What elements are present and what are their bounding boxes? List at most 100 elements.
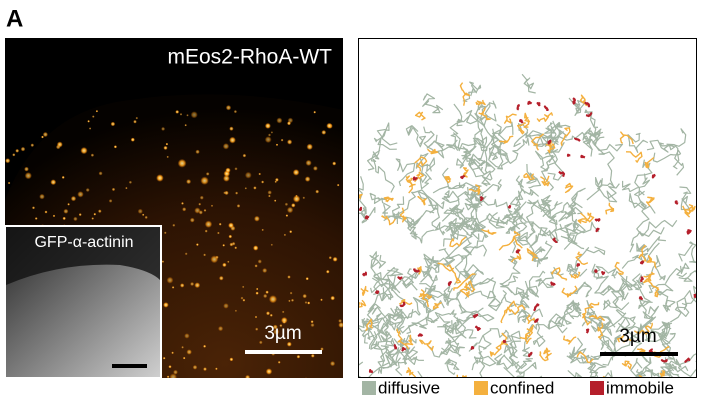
spot bbox=[138, 209, 143, 214]
spot bbox=[234, 110, 237, 113]
spot bbox=[255, 328, 258, 331]
spot bbox=[288, 300, 290, 302]
spot bbox=[163, 302, 169, 308]
trajectory bbox=[596, 219, 600, 221]
trajectory bbox=[581, 156, 585, 158]
spot bbox=[142, 214, 144, 216]
trajectory bbox=[587, 329, 589, 333]
spot bbox=[333, 257, 338, 262]
spot bbox=[185, 252, 188, 255]
spot bbox=[195, 150, 199, 154]
spot bbox=[258, 173, 261, 176]
spot bbox=[193, 365, 198, 370]
spot bbox=[98, 209, 102, 213]
spot bbox=[275, 181, 277, 183]
spot bbox=[320, 299, 323, 302]
spot bbox=[268, 134, 271, 137]
trajectory bbox=[395, 345, 396, 349]
spot bbox=[223, 143, 229, 149]
trajectory bbox=[376, 291, 379, 294]
spot bbox=[259, 341, 263, 345]
spot bbox=[168, 365, 171, 368]
spot bbox=[136, 117, 139, 120]
spot bbox=[276, 118, 282, 124]
spot bbox=[199, 210, 203, 214]
spot bbox=[230, 358, 234, 362]
right-image: 3µm bbox=[335, 39, 701, 405]
spot bbox=[39, 194, 45, 200]
spot bbox=[217, 232, 220, 235]
spot bbox=[235, 192, 238, 195]
spot bbox=[338, 322, 344, 328]
trajectory bbox=[595, 270, 597, 273]
spot bbox=[206, 172, 210, 176]
spot bbox=[255, 264, 258, 267]
spot bbox=[245, 375, 250, 380]
spot bbox=[185, 124, 187, 126]
trajectory bbox=[509, 205, 511, 207]
spot bbox=[63, 209, 68, 214]
spot bbox=[171, 352, 174, 355]
spot bbox=[186, 179, 191, 184]
trajectory bbox=[363, 273, 366, 276]
spot bbox=[205, 221, 212, 228]
spot bbox=[164, 232, 167, 235]
legend-swatch bbox=[590, 381, 604, 395]
spot bbox=[269, 295, 277, 303]
spot bbox=[284, 234, 286, 236]
spot bbox=[8, 182, 11, 185]
spot bbox=[53, 215, 56, 218]
trajectory bbox=[676, 201, 678, 203]
spot bbox=[311, 323, 315, 327]
spot bbox=[187, 349, 192, 354]
spot bbox=[25, 172, 32, 179]
spot bbox=[79, 213, 82, 216]
spot bbox=[270, 314, 273, 317]
figure: A mEos2-RhoA-WT GFP-α-actinin 3µm 3µm di… bbox=[0, 0, 701, 405]
legend-swatch bbox=[362, 381, 376, 395]
spot bbox=[262, 229, 264, 231]
spot bbox=[196, 243, 199, 246]
spot bbox=[291, 203, 295, 207]
spot bbox=[172, 286, 175, 289]
spot bbox=[203, 254, 206, 257]
spot bbox=[311, 320, 314, 323]
spot bbox=[286, 214, 289, 217]
spot bbox=[227, 261, 229, 263]
spot bbox=[223, 191, 226, 194]
spot bbox=[80, 147, 87, 154]
trajectory bbox=[518, 105, 519, 109]
trajectory bbox=[360, 208, 361, 211]
spot bbox=[254, 216, 260, 222]
spot bbox=[12, 153, 15, 156]
spot bbox=[172, 224, 175, 227]
spot bbox=[186, 114, 188, 116]
spot bbox=[330, 296, 335, 301]
spot bbox=[200, 196, 204, 200]
spot bbox=[337, 184, 340, 187]
spot bbox=[91, 154, 94, 157]
spot bbox=[57, 142, 63, 148]
spot bbox=[73, 217, 77, 221]
spot bbox=[253, 245, 258, 250]
spot bbox=[194, 282, 200, 288]
spot bbox=[232, 242, 236, 246]
trajectory bbox=[449, 282, 451, 285]
spot bbox=[271, 131, 273, 133]
spot bbox=[96, 110, 98, 112]
spot bbox=[266, 368, 272, 374]
trajectory bbox=[538, 102, 540, 105]
spot bbox=[256, 292, 259, 295]
spot bbox=[180, 113, 183, 116]
spot bbox=[315, 190, 319, 194]
spot bbox=[307, 144, 313, 150]
spot bbox=[112, 188, 115, 191]
spot bbox=[313, 166, 318, 171]
spot bbox=[290, 292, 293, 295]
spot bbox=[114, 145, 117, 148]
trajectory bbox=[575, 375, 589, 405]
spot bbox=[89, 127, 91, 129]
spot bbox=[87, 120, 90, 123]
spot bbox=[278, 361, 281, 364]
